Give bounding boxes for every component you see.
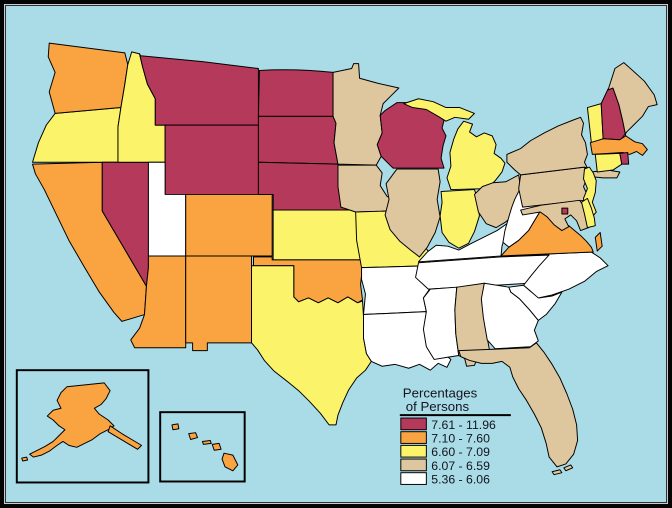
state-south-dakota [257,115,339,165]
state-florida-keys [563,464,574,472]
state-hawaii-big-island [221,452,239,472]
alaska-inset [15,369,150,484]
state-alaska [21,382,143,462]
state-new-mexico [185,255,253,352]
state-connecticut [594,152,623,173]
state-maine [607,62,658,141]
us-choropleth-map: Percentages of Persons 7.61 - 11.96 7.10… [6,6,666,502]
state-new-york-mainland [506,116,588,176]
legend-swatch-4 [400,458,427,472]
hawaii-inset [159,411,246,483]
state-texas [251,265,372,426]
state-florida-keys [551,469,563,476]
legend-swatch-1 [400,417,427,431]
state-kentucky [418,216,515,263]
state-florida-mainland [458,342,579,468]
legend-swatch-3 [400,444,427,458]
state-michigan-lower-peninsula [446,120,506,191]
legend-label-1: 7.61 - 11.96 [431,418,496,432]
alaska-inset-box [15,369,150,484]
state-hawaii [171,423,239,472]
state-rhode-island [619,151,630,165]
state-washington [47,42,129,114]
state-colorado [185,193,273,257]
legend-swatch-5 [400,472,427,485]
legend-label-5: 5.36 - 6.06 [431,472,490,486]
frame-light-line: Percentages of Persons 7.61 - 11.96 7.10… [4,4,668,504]
frame-dark-line: Percentages of Persons 7.61 - 11.96 7.10… [5,5,667,503]
legend-title-line2: of Persons [406,399,470,414]
state-massachusetts [589,135,648,156]
state-north-dakota [257,69,334,117]
state-wyoming [164,124,259,195]
state-florida [458,342,579,476]
hawaii-inset-box [159,411,246,483]
state-hawaii-kauai [171,423,180,431]
legend-label-3: 6.60 - 7.09 [431,445,490,459]
state-alaska-panhandle [107,425,143,450]
state-alaska-mainland [29,382,115,458]
legend-label-4: 6.07 - 6.59 [431,459,490,473]
state-alaska-aleutians [21,456,29,462]
legend-label-2: 7.10 - 7.60 [431,431,490,445]
state-north-carolina [502,251,609,299]
state-illinois [384,168,441,258]
state-hawaii-oahu [188,432,199,440]
state-montana [139,53,259,126]
legend-swatch-2 [400,431,427,444]
legend: Percentages of Persons 7.61 - 11.96 7.10… [399,386,511,486]
legend-title-line1: Percentages [403,386,478,401]
state-delaware [581,197,596,229]
state-kansas [272,209,364,261]
state-virginia-eastern-shore [594,232,603,252]
state-mississippi [422,286,460,360]
state-michigan [403,98,506,191]
state-hawaii-maui [211,442,222,451]
state-michigan-upper-peninsula [403,98,475,122]
state-hawaii-molokai [201,440,212,445]
state-district-of-columbia [561,207,569,215]
